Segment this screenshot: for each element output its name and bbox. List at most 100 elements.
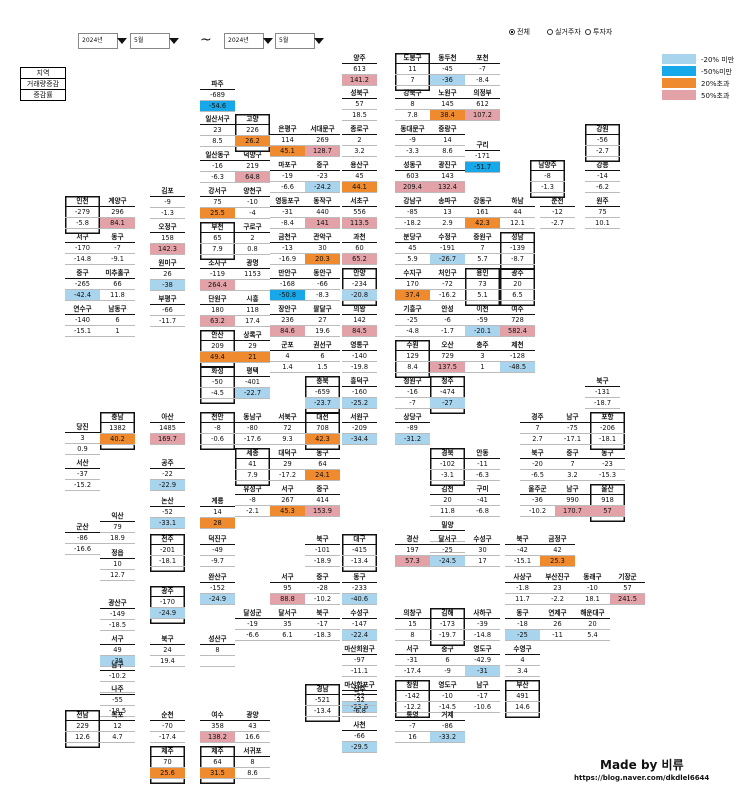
region-rate: 113.5: [342, 218, 377, 229]
region-name: 북구: [305, 534, 340, 545]
region-cell: 서대문구 269 128.7: [305, 124, 340, 162]
start-month-select[interactable]: 5월: [130, 33, 170, 49]
region-change: 20: [575, 619, 610, 630]
region-change: 43: [235, 721, 270, 732]
region-change: -32: [342, 695, 377, 706]
region-cell: 영도구 -10 -14.5: [430, 680, 465, 718]
region-cell: 부평구 -66 -11.7: [150, 294, 185, 332]
region-name: 춘천: [540, 196, 575, 207]
region-change: -25: [430, 545, 465, 556]
region-change: 10: [100, 559, 135, 570]
region-change: -22: [342, 691, 377, 702]
region-rate: -22.7: [235, 388, 270, 399]
region-name: 진주: [342, 684, 377, 695]
region-cell: 남구 -10.2: [100, 660, 135, 698]
region-change: -17: [465, 691, 500, 702]
region-rate: 84.6: [270, 326, 305, 337]
region-rate: 3.2: [342, 146, 377, 157]
credit-url[interactable]: https://blog.naver.com/dkdlel6644: [574, 774, 710, 782]
region-change: -45: [430, 64, 465, 75]
region-name: 미추홀구: [100, 268, 135, 279]
region-change: -23: [590, 459, 625, 470]
region-name: 동구: [305, 448, 340, 459]
end-year-select[interactable]: 2024년: [224, 33, 264, 49]
region-cell: 북구 -131 -18.7: [585, 376, 620, 414]
region-rate: 169.7: [150, 434, 185, 445]
region-change: -206: [590, 423, 625, 434]
region-rate: 1: [465, 362, 500, 373]
region-change: 35: [270, 619, 305, 630]
region-name: 제천: [500, 340, 535, 351]
region-change: -72: [430, 279, 465, 290]
region-rate: 9.3: [270, 434, 305, 445]
region-cell: 해운대구 20 5.4: [575, 608, 610, 646]
region-rate: -11.1: [342, 666, 377, 677]
region-change: -11: [465, 459, 500, 470]
region-cell: 권선구 6 1.5: [305, 340, 340, 378]
region-change: -102: [430, 459, 465, 470]
region-rate: -8.3: [305, 290, 340, 301]
start-year-select[interactable]: 2024년: [78, 33, 118, 49]
region-name: 동구: [100, 232, 135, 243]
region-cell: 동두천 -45 -36: [430, 53, 465, 91]
radio-investor[interactable]: 투자자: [585, 27, 612, 37]
region-cell: 울산 918 57: [590, 484, 625, 522]
legend-label-plus50: 50%초과: [701, 92, 730, 100]
region-change: -140: [342, 351, 377, 362]
chevron-down-icon[interactable]: [117, 38, 127, 44]
region-name: 서귀포: [235, 746, 270, 757]
region-rate: -18.1: [590, 434, 625, 445]
region-change: -16: [200, 161, 235, 172]
end-month-select[interactable]: 5월: [275, 33, 315, 49]
region-change: 7: [555, 459, 590, 470]
region-rate: 6.5: [500, 290, 535, 301]
chevron-down-icon[interactable]: [314, 38, 324, 44]
region-name: 여주: [500, 304, 535, 315]
region-change: -10: [430, 691, 465, 702]
region-change: 49: [100, 645, 135, 656]
region-rate: 25.3: [540, 556, 575, 567]
region-cell: 오정구 158 142.3: [150, 222, 185, 260]
region-change: -37: [65, 469, 100, 480]
region-change: -50: [200, 377, 235, 388]
region-cell: 금천구 -13 -16.9: [270, 232, 305, 270]
region-change: 20: [500, 279, 535, 290]
region-change: -9: [395, 135, 430, 146]
region-cell: 영등포구 -31 -8.4: [270, 196, 305, 234]
region-name: 동구: [505, 608, 540, 619]
region-cell: 안성 -6 -1.7: [430, 304, 465, 342]
region-change: 14: [200, 507, 235, 518]
region-rate: -24.5: [430, 556, 465, 567]
region-rate: -13.4: [305, 706, 340, 717]
region-rate: 128.7: [305, 146, 340, 157]
radio-resident[interactable]: 실거주자: [547, 27, 581, 37]
region-name: 수원: [395, 340, 430, 351]
region-name: 수성구: [342, 608, 377, 619]
region-rate: -25.2: [342, 398, 377, 409]
region-cell: 수성구 -147 -22.4: [342, 608, 377, 646]
region-rate: 4.7: [100, 732, 135, 743]
region-cell: 마산합포구 -22 -23.6: [342, 680, 377, 718]
region-rate: -13.4: [342, 556, 377, 567]
region-name: 통영: [395, 710, 430, 721]
region-rate: -18.5: [100, 620, 135, 631]
region-rate: 18.1: [575, 594, 610, 605]
region-cell: 공주 -22 -22.9: [150, 458, 185, 496]
region-cell: 원주 75 10.1: [585, 196, 620, 234]
radio-all[interactable]: 전체: [509, 27, 530, 37]
region-cell: 서구 -170 -14.8: [65, 232, 100, 270]
region-change: -7: [465, 64, 500, 75]
region-cell: 여수 358 138.2: [200, 710, 235, 748]
region-cell: 서원구 -209 -34.4: [342, 412, 377, 450]
region-cell: 금정구 42 25.3: [540, 534, 575, 572]
region-rate: -22.9: [150, 480, 185, 491]
region-name: 동구: [342, 572, 377, 583]
region-cell: 인천 -279 -5.8: [65, 196, 100, 234]
region-rate: -33.2: [430, 732, 465, 743]
chevron-down-icon[interactable]: [169, 38, 179, 44]
region-change: 613: [342, 64, 377, 75]
chevron-down-icon[interactable]: [263, 38, 273, 44]
region-change: 603: [395, 171, 430, 182]
region-name: 제주: [200, 746, 235, 757]
region-rate: 138.2: [200, 732, 235, 743]
